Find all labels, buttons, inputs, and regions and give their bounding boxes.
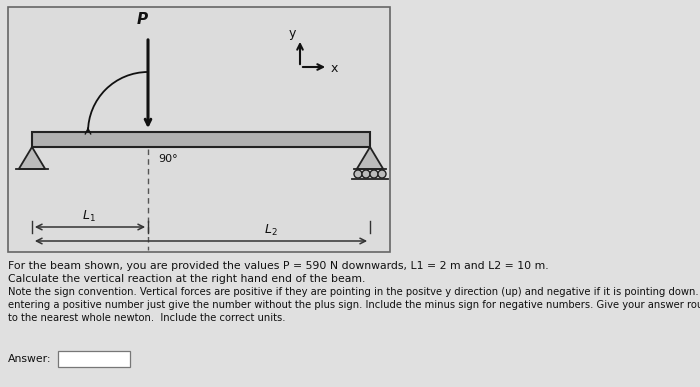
Text: P: P <box>136 12 148 27</box>
Text: y: y <box>288 27 295 40</box>
Polygon shape <box>357 147 383 169</box>
Text: Answer:: Answer: <box>8 354 52 364</box>
Bar <box>8 7 390 252</box>
Circle shape <box>378 170 386 178</box>
Polygon shape <box>19 147 46 169</box>
Text: For the beam shown, you are provided the values P = 590 N downwards, L1 = 2 m an: For the beam shown, you are provided the… <box>8 261 549 271</box>
Circle shape <box>354 170 362 178</box>
Circle shape <box>370 170 378 178</box>
Bar <box>58 351 130 367</box>
Text: L$_1$: L$_1$ <box>82 209 96 224</box>
Text: x: x <box>331 62 338 75</box>
Circle shape <box>362 170 370 178</box>
Text: Calculate the vertical reaction at the right hand end of the beam.: Calculate the vertical reaction at the r… <box>8 274 365 284</box>
Bar <box>32 132 370 147</box>
Text: Note the sign convention. Vertical forces are positive if they are pointing in t: Note the sign convention. Vertical force… <box>8 287 700 324</box>
Text: L$_2$: L$_2$ <box>264 223 278 238</box>
Text: 90°: 90° <box>158 154 178 164</box>
